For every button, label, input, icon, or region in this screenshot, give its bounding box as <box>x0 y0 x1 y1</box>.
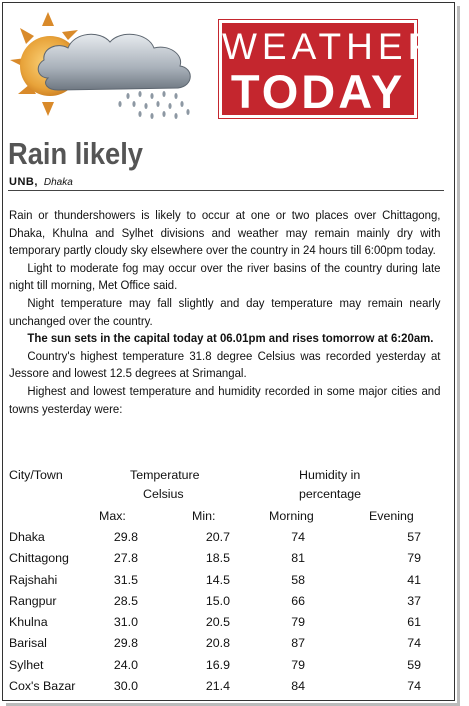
cell-evening: 74 <box>407 636 421 651</box>
byline-rule <box>8 190 444 191</box>
cell-city: Chittagong <box>9 551 69 566</box>
weather-today-banner: WEATHER TODAY <box>218 19 440 119</box>
cell-min: 14.5 <box>205 572 230 587</box>
cell-min: 15.0 <box>205 593 230 608</box>
cell-evening: 37 <box>407 593 421 608</box>
article-frame <box>2 2 455 701</box>
weather-table-rows: Dhaka 29.8 20.7 74 57 Chittagong 27.8 18… <box>9 530 441 700</box>
paragraph: Light to moderate fog may occur over the… <box>9 260 441 293</box>
cell-evening: 79 <box>407 551 421 566</box>
cell-max: 29.8 <box>113 636 138 651</box>
cell-morning: 87 <box>291 636 305 651</box>
table-row: Barisal 29.8 20.8 87 74 <box>9 636 441 657</box>
table-row: Dhaka 29.8 20.7 74 57 <box>9 530 441 551</box>
cell-city: Rangpur <box>9 593 57 608</box>
table-header-city: City/Town <box>9 468 63 482</box>
table-row: Rangpur 28.5 15.0 66 37 <box>9 594 441 615</box>
table-row: Chittagong 27.8 18.5 81 79 <box>9 551 441 572</box>
cell-morning: 79 <box>291 657 305 672</box>
cell-max: 28.5 <box>113 593 138 608</box>
table-header-temperature: Temperature Celsius <box>130 466 230 504</box>
cell-morning: 66 <box>291 593 305 608</box>
humidity-header-line1: Humidity in <box>299 468 361 482</box>
cell-city: Khulna <box>9 615 48 630</box>
paragraph: Highest and lowest temperature and humid… <box>9 383 441 416</box>
temperature-header-line2: Celsius <box>143 487 184 501</box>
rain-drops <box>118 91 190 119</box>
table-row: Khulna 31.0 20.5 79 61 <box>9 615 441 636</box>
cell-city: Sylhet <box>9 657 44 672</box>
cell-min: 16.9 <box>205 657 230 672</box>
table-header-humidity: Humidity in percentage <box>299 466 419 504</box>
cell-morning: 74 <box>291 530 305 544</box>
cell-city: Cox's Bazar <box>9 679 76 694</box>
humidity-header-line2: percentage <box>299 487 362 501</box>
cell-evening: 61 <box>407 615 421 630</box>
cell-min: 20.7 <box>205 530 230 544</box>
sun-cloud-rain-icon <box>10 12 191 119</box>
cell-morning: 58 <box>291 572 305 587</box>
article-body: Rain or thundershowers is likely to occu… <box>9 207 441 418</box>
paragraph: Country's highest temperature 31.8 degre… <box>9 348 441 381</box>
cell-city: Dhaka <box>9 530 45 544</box>
headline: Rain likely <box>8 136 143 171</box>
table-row: Cox's Bazar 30.0 21.4 84 74 <box>9 679 441 700</box>
cell-max: 24.0 <box>113 657 138 672</box>
cell-max: 27.8 <box>113 551 138 566</box>
banner-line-weather: WEATHER <box>222 26 440 67</box>
cell-evening: 59 <box>407 657 421 672</box>
cloud <box>37 33 191 91</box>
cell-max: 29.8 <box>113 530 138 544</box>
subheader-evening: Evening <box>369 509 414 523</box>
cell-max: 30.0 <box>113 679 138 694</box>
subheader-max: Max: <box>99 509 126 523</box>
paragraph: Rain or thundershowers is likely to occu… <box>9 208 441 258</box>
cell-min: 21.4 <box>205 679 230 694</box>
cell-min: 20.5 <box>205 615 230 630</box>
cell-morning: 79 <box>291 615 305 630</box>
cell-max: 31.0 <box>113 615 138 630</box>
paragraph-sun-times: The sun sets in the capital today at 06.… <box>27 331 434 346</box>
cell-city: Rajshahi <box>9 572 58 587</box>
byline: UNB, Dhaka <box>9 176 73 188</box>
cell-evening: 74 <box>407 679 421 694</box>
cell-morning: 84 <box>291 679 305 694</box>
cell-evening: 41 <box>407 572 421 587</box>
table-row: Sylhet 24.0 16.9 79 59 <box>9 658 441 679</box>
paragraph: Night temperature may fall slightly and … <box>9 295 441 328</box>
table-row: Rajshahi 31.5 14.5 58 41 <box>9 573 441 594</box>
byline-dateline: Dhaka <box>43 177 73 188</box>
banner-line-today: TODAY <box>230 65 406 118</box>
subheader-morning: Morning <box>269 509 314 523</box>
subheader-min: Min: <box>192 509 216 523</box>
cell-morning: 81 <box>291 551 305 566</box>
temperature-header-line1: Temperature <box>130 468 200 482</box>
byline-agency: UNB, <box>9 176 38 188</box>
cell-max: 31.5 <box>113 572 138 587</box>
cell-min: 20.8 <box>205 636 230 651</box>
cell-min: 18.5 <box>205 551 230 566</box>
cell-city: Barisal <box>9 636 47 651</box>
cell-evening: 57 <box>407 530 421 544</box>
